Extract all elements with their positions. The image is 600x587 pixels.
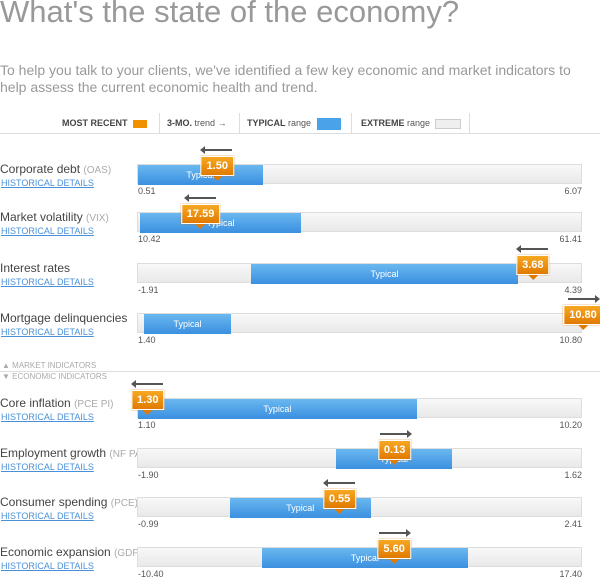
trend-arrow-left-icon	[130, 380, 163, 388]
historical-details-link[interactable]: HISTORICAL DETAILS	[1, 511, 94, 521]
market-indicators-toggle[interactable]: ▲ MARKET INDICATORS	[2, 361, 96, 370]
extreme-range-bar: Typical 1.50	[137, 146, 582, 185]
range-min: 10.42	[138, 234, 161, 244]
most-recent-marker: 5.60	[377, 539, 411, 564]
indicator-row: Interest rates HISTORICAL DETAILS Typica…	[0, 245, 600, 303]
legend-typical: TYPICAL range	[247, 113, 341, 133]
page-subtitle: To help you talk to your clients, we've …	[0, 62, 571, 95]
indicator-code: (VIX)	[86, 213, 109, 224]
range-max: 1.62	[564, 470, 582, 480]
marker-swatch-icon	[133, 119, 148, 128]
range-max: 10.80	[559, 335, 582, 345]
historical-details-link[interactable]: HISTORICAL DETAILS	[1, 277, 94, 287]
legend-trend-label: trend	[194, 118, 216, 128]
most-recent-marker: 3.68	[516, 255, 550, 280]
legend-most-recent: MOST RECENT	[62, 113, 148, 133]
trend-arrow-right-icon	[379, 529, 412, 537]
extreme-range-bar: Typical 0.55	[137, 479, 582, 518]
most-recent-marker: 0.13	[377, 440, 412, 465]
legend-trend-bold: 3-MO.	[167, 118, 193, 128]
trend-arrow-right-icon	[379, 430, 412, 438]
range-min: 1.40	[138, 335, 156, 345]
indicator-name: Consumer spending (PCE)	[0, 495, 138, 509]
arrow-right-icon: →	[217, 118, 227, 128]
indicator-code: (OAS)	[83, 165, 112, 176]
range-max: 6.07	[564, 186, 582, 196]
legend-typical-bold: TYPICAL	[247, 118, 286, 128]
range-min: 1.10	[138, 420, 156, 430]
indicator-name: Employment growth (NF PAY)	[0, 446, 151, 460]
indicator-name: Interest rates	[0, 261, 71, 275]
most-recent-marker: 1.50	[200, 156, 234, 181]
indicator-name: Market volatility (VIX)	[0, 210, 109, 224]
typical-range-bar: Typical	[251, 264, 519, 284]
most-recent-marker: 0.55	[322, 489, 357, 514]
page-title: What's the state of the economy?	[0, 0, 460, 29]
market-indicators-label: MARKET INDICATORS	[12, 361, 97, 370]
historical-details-link[interactable]: HISTORICAL DETAILS	[1, 561, 94, 571]
indicator-row: Economic expansion (GDP) HISTORICAL DETA…	[0, 529, 600, 587]
most-recent-marker: 1.30	[131, 390, 165, 415]
typical-swatch-icon	[316, 117, 341, 130]
trend-arrow-left-icon	[322, 479, 355, 487]
typical-range-bar: Typical	[144, 314, 231, 334]
extreme-swatch-icon	[434, 118, 461, 129]
extreme-range-bar: Typical 3.68	[137, 245, 582, 284]
extreme-range-bar: Typical 0.13	[137, 430, 582, 469]
most-recent-marker: 17.59	[180, 204, 221, 229]
triangle-up-icon: ▲	[2, 361, 10, 370]
historical-details-link[interactable]: HISTORICAL DETAILS	[1, 178, 94, 188]
range-min: 0.51	[138, 186, 156, 196]
indicator-code: (PCE PI)	[74, 399, 114, 410]
range-min: -1.90	[138, 470, 159, 480]
extreme-range-bar: Typical 5.60	[137, 529, 582, 568]
indicator-row: Consumer spending (PCE) HISTORICAL DETAI…	[0, 479, 600, 537]
indicator-code: (GDP)	[114, 548, 143, 559]
range-max: 10.20	[559, 420, 582, 430]
legend-most-recent-label: MOST RECENT	[62, 118, 128, 128]
historical-details-link[interactable]: HISTORICAL DETAILS	[1, 327, 94, 337]
legend-extreme-bold: EXTREME	[361, 118, 405, 128]
range-min: -10.40	[138, 569, 164, 579]
legend-extreme: EXTREME range	[361, 113, 461, 133]
legend-typical-label: range	[288, 118, 312, 128]
indicator-row: Mortgage delinquencies HISTORICAL DETAIL…	[0, 295, 600, 353]
range-min: -1.91	[138, 285, 159, 295]
economic-indicators-toggle[interactable]: ▼ ECONOMIC INDICATORS	[2, 372, 107, 381]
legend-trend: 3-MO. trend →	[167, 113, 227, 133]
historical-details-link[interactable]: HISTORICAL DETAILS	[1, 462, 94, 472]
indicator-row: Corporate debt (OAS) HISTORICAL DETAILS …	[0, 146, 600, 204]
legend: MOST RECENT 3-MO. trend → TYPICAL range …	[0, 113, 600, 134]
indicator-name: Core inflation (PCE PI)	[0, 396, 114, 410]
trend-arrow-left-icon	[183, 194, 216, 202]
indicator-row: Core inflation (PCE PI) HISTORICAL DETAI…	[0, 380, 600, 438]
extreme-range-bar: Typical 17.59	[137, 194, 582, 233]
range-min: -0.99	[138, 519, 159, 529]
extreme-range-bar: Typical 10.80	[137, 295, 600, 334]
range-max: 61.41	[559, 234, 582, 244]
typical-range-bar: Typical	[262, 548, 468, 568]
triangle-down-icon: ▼	[2, 372, 10, 381]
range-max: 4.39	[564, 285, 582, 295]
indicator-name: Corporate debt (OAS)	[0, 162, 112, 176]
legend-extreme-label: range	[407, 118, 431, 128]
trend-arrow-left-icon	[515, 245, 548, 253]
trend-arrow-left-icon	[200, 146, 233, 154]
historical-details-link[interactable]: HISTORICAL DETAILS	[1, 226, 94, 236]
indicator-name: Mortgage delinquencies	[0, 311, 128, 325]
trend-arrow-right-icon	[568, 295, 600, 303]
extreme-range-bar: Typical 1.30	[130, 380, 582, 419]
most-recent-marker: 10.80	[563, 305, 600, 330]
indicator-code: (NF PAY)	[109, 449, 151, 460]
indicator-code: (PCE)	[110, 498, 138, 509]
range-max: 2.41	[564, 519, 582, 529]
historical-details-link[interactable]: HISTORICAL DETAILS	[1, 412, 94, 422]
range-max: 17.40	[559, 569, 582, 579]
typical-range-bar: Typical	[140, 213, 302, 233]
economic-indicators-label: ECONOMIC INDICATORS	[12, 372, 107, 381]
indicator-row: Employment growth (NF PAY) HISTORICAL DE…	[0, 430, 600, 488]
typical-range-bar: Typical	[138, 399, 417, 419]
indicator-name: Economic expansion (GDP)	[0, 545, 143, 559]
indicator-row: Market volatility (VIX) HISTORICAL DETAI…	[0, 194, 600, 252]
